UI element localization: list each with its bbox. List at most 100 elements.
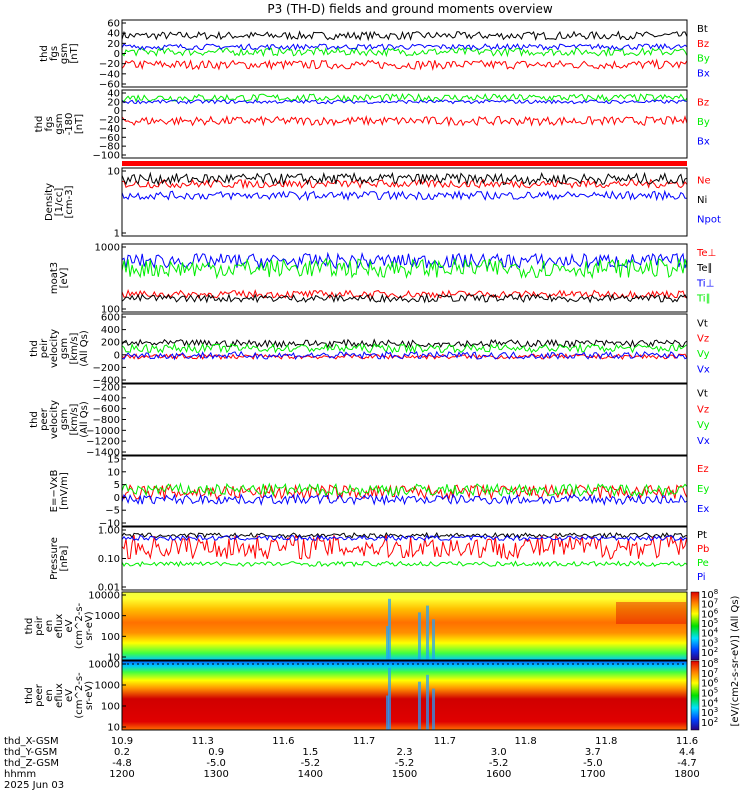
y-tick-label: −10	[99, 519, 120, 530]
spectrogram-streak	[426, 605, 429, 660]
x-row-value: 11.7	[434, 736, 456, 747]
y-axis-label-line: gsm	[59, 409, 70, 430]
x-row-value: 11.6	[272, 736, 294, 747]
y-tick-label: 10	[107, 167, 120, 178]
colorbar-tick-label: 102	[701, 716, 718, 729]
y-axis-label-line: E=−VxB	[49, 470, 60, 513]
y-axis-label-line: [cm-3]	[64, 185, 75, 218]
x-row-value: 11.8	[514, 736, 536, 747]
legend-Vz: Vz	[697, 404, 709, 415]
y-tick-label: −200	[93, 383, 120, 394]
x-row-value: 1500	[392, 769, 417, 780]
y-tick-label: −400	[93, 393, 120, 404]
panel-frame	[121, 313, 688, 384]
y-axis-label: thdpeerenefluxeV(cm^2-s-sr-eV)	[24, 672, 95, 719]
panel-frame	[121, 167, 688, 237]
y-tick-label: 40	[107, 29, 120, 40]
y-axis-label-line: [1/cc]	[54, 188, 65, 217]
y-axis-label-line: (cm^2-s-	[74, 672, 85, 719]
panel-peir-spectrogram: 10000 1000 100 10 thdpeirenefluxeV(cm^2-s-sr…	[24, 591, 688, 664]
legend-Ti⊥: Ti⊥	[696, 278, 714, 289]
legend-Bz: Bz	[697, 39, 709, 50]
y-tick-label: −200	[93, 363, 120, 374]
x-row-value: 1800	[674, 769, 699, 780]
legend-Te∥: Te∥	[696, 263, 713, 274]
y-axis-label-line: thd	[24, 618, 35, 635]
colorbar-exponent: 8	[714, 588, 718, 596]
y-axis-label-line: eflux	[54, 614, 65, 639]
legend-Vt: Vt	[697, 389, 708, 400]
colorbar-exponent: 4	[714, 627, 719, 635]
y-axis-label-line: [nT]	[69, 43, 80, 63]
x-row-value: 10.9	[111, 736, 133, 747]
y-axis-label-line: [km/s]	[69, 403, 80, 435]
y-tick-label: 100	[101, 632, 120, 643]
y-axis-label-line: thd	[29, 340, 40, 357]
legend-Vy: Vy	[697, 349, 710, 360]
x-row-value: 1600	[486, 769, 511, 780]
y-axis-label-line: gsm	[59, 338, 70, 359]
panel-frame	[121, 89, 688, 159]
y-tick-label: −1000	[86, 426, 120, 437]
x-row-name: thd_Z-GSM	[4, 758, 59, 769]
y-tick-label: 10000	[88, 660, 120, 671]
panels-group: 6040200−20−40−60thdfgsgsm[nT]BtBzByBx402…	[24, 19, 721, 734]
y-tick-label: −40	[99, 124, 120, 135]
y-axis-label-line: velocity	[49, 400, 60, 439]
series-Te⊥	[121, 288, 688, 300]
y-tick-label: 100	[101, 305, 120, 316]
y-tick-label: −60	[99, 80, 120, 91]
y-axis-label-line: Pressure	[49, 537, 60, 580]
y-tick-label: 0	[114, 493, 120, 504]
y-tick-label: 20	[107, 39, 120, 50]
x-row-value: 11.7	[353, 736, 375, 747]
series-Ne	[121, 178, 688, 190]
series-By	[121, 46, 688, 58]
series-Pe	[121, 560, 688, 568]
x-row-name: thd_X-GSM	[4, 736, 59, 747]
spectrogram-streak	[432, 619, 435, 660]
y-tick-label: −5	[105, 506, 120, 517]
y-tick-label: −600	[93, 404, 120, 415]
y-axis-label-line: eV	[64, 619, 75, 632]
y-axis-label-line: [eV]	[59, 268, 70, 289]
y-axis-label-line: peer	[34, 683, 45, 707]
x-row-value: 2.3	[397, 747, 413, 758]
panel-velocity: 6004002000−200−400thdpeirvelocitygsm[km/…	[29, 313, 710, 387]
legend-Te⊥: Te⊥	[696, 248, 716, 259]
panel-frame	[121, 455, 688, 527]
y-axis-label-line: thd	[39, 45, 50, 62]
y-axis-label-line: moat3	[49, 262, 60, 294]
y-axis-label-line: (cm^2-s-	[74, 602, 85, 649]
y-axis-label-line: [km/s]	[69, 332, 80, 364]
legend-Pt: Pt	[697, 530, 707, 541]
legend-Bt: Bt	[697, 24, 708, 35]
colorbar-exponent: 5	[714, 617, 718, 625]
x-row-name: hhmm	[4, 769, 36, 780]
x-row-name: thd_Y-GSM	[4, 747, 57, 758]
y-axis-label-line: eflux	[54, 683, 65, 708]
panel-frame	[121, 383, 688, 456]
y-tick-label: −1400	[86, 448, 120, 459]
x-row-value: 1.5	[302, 747, 318, 758]
legend-Bx: Bx	[697, 69, 710, 80]
y-tick-label: 10	[107, 653, 120, 664]
x-row-value: 0.2	[114, 747, 130, 758]
state-bar	[122, 161, 687, 166]
y-axis-label-line: thd	[29, 411, 40, 428]
colorbar-exponent: 2	[714, 716, 718, 724]
y-axis-label-line: [mV/m]	[59, 472, 70, 510]
series-Bz	[121, 115, 688, 127]
y-tick-label: 0.01	[98, 583, 120, 594]
panel-density: 10 1 Density[1/cc][cm-3] Ne Ni Npot	[44, 167, 721, 240]
x-row-value: -5.0	[206, 758, 226, 769]
panel-frame	[121, 660, 688, 731]
colorbar-label: [eV/(cm2-s-sr-eV)] (All Qs)	[730, 595, 741, 726]
x-axis-labels: thd_X-GSM 10.9 11.3 11.6 11.7 11.7 11.8 11.8 11.…	[4, 736, 700, 791]
series-Vy	[121, 342, 688, 355]
panel-frame	[121, 19, 688, 88]
y-axis-label-line: fgs	[44, 116, 55, 131]
y-axis-label-line: gsm	[54, 113, 65, 134]
y-axis-label-line: en	[44, 620, 55, 633]
